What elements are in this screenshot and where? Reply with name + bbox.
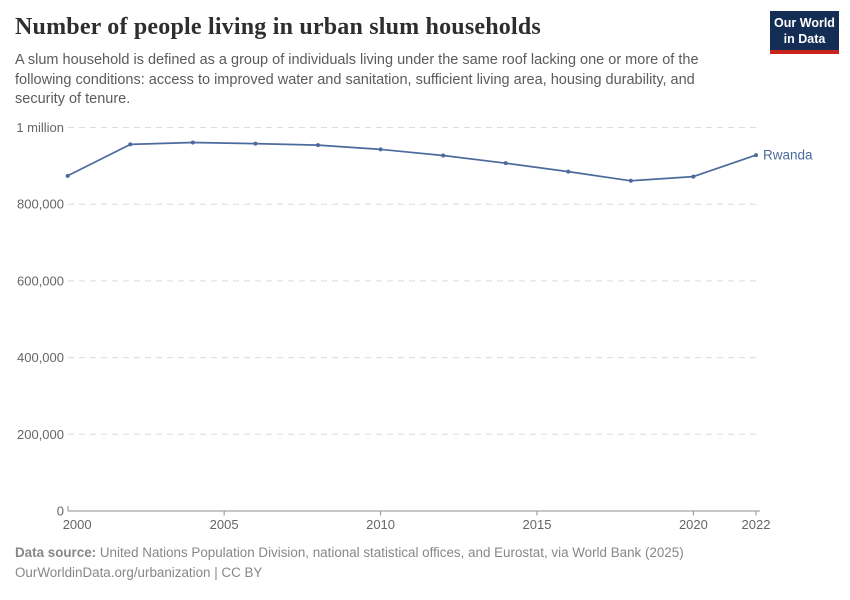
data-point[interactable]	[315, 143, 320, 148]
y-axis-label: 800,000	[17, 197, 64, 212]
data-point[interactable]	[441, 153, 446, 158]
x-axis-label: 2005	[210, 517, 239, 532]
owid-logo-line2: in Data	[783, 32, 826, 46]
x-axis-label: 2000	[63, 517, 92, 532]
series-line-rwanda[interactable]	[66, 141, 757, 182]
chart-subtitle: A slum household is defined as a group o…	[15, 52, 699, 107]
owid-logo[interactable]: Our World in Data	[770, 11, 839, 54]
data-point[interactable]	[128, 142, 133, 147]
chart-footer: Data source: United Nations Population D…	[15, 543, 684, 583]
line-chart[interactable]: 0 200,000 400,000 600,000 800,000 1 million 20…	[0, 115, 850, 545]
y-axis-label: 200,000	[17, 427, 64, 442]
y-axis-label: 1 million	[16, 120, 64, 135]
y-axis-label: 0	[57, 504, 64, 519]
data-point[interactable]	[691, 174, 696, 179]
y-axis-label: 400,000	[17, 350, 64, 365]
y-axis-label: 600,000	[17, 273, 64, 288]
license-line: OurWorldinData.org/urbanization | CC BY	[15, 565, 263, 580]
x-axis-label: 2015	[523, 517, 552, 532]
data-point[interactable]	[378, 147, 383, 152]
data-point[interactable]	[190, 140, 195, 145]
page-title: Number of people living in urban slum ho…	[15, 14, 541, 40]
data-point[interactable]	[253, 141, 258, 146]
data-source-label: Data source:	[15, 545, 97, 560]
data-point[interactable]	[503, 161, 508, 166]
series-end-label[interactable]: Rwanda	[763, 148, 813, 163]
data-point[interactable]	[753, 153, 758, 158]
x-axis-label: 2010	[366, 517, 395, 532]
x-axis-label: 2020	[679, 517, 708, 532]
data-source-line: Data source: United Nations Population D…	[15, 543, 684, 563]
data-source-text: United Nations Population Division, nati…	[99, 545, 684, 560]
owid-logo-line1: Our World	[774, 16, 835, 30]
x-axis-label: 2022	[742, 517, 771, 532]
data-point[interactable]	[566, 169, 571, 174]
data-point[interactable]	[628, 178, 633, 183]
data-point[interactable]	[65, 173, 70, 178]
